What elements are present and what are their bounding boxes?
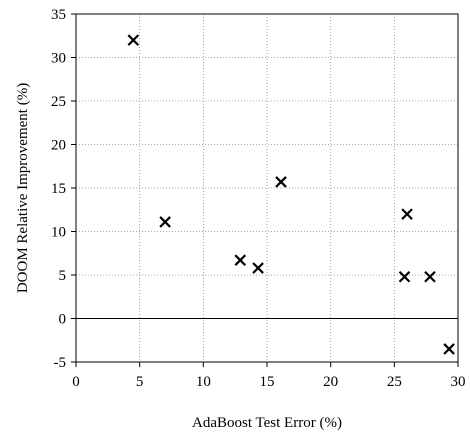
x-tick-label: 25 bbox=[387, 374, 402, 390]
data-point bbox=[252, 262, 264, 274]
x-tick-label: 5 bbox=[136, 374, 144, 390]
y-tick-label: 25 bbox=[51, 94, 66, 110]
data-point bbox=[398, 270, 411, 283]
data-point bbox=[401, 208, 413, 220]
data-point bbox=[159, 216, 171, 228]
y-tick-label: 10 bbox=[51, 225, 66, 241]
data-point bbox=[424, 270, 436, 283]
x-tick-label: 15 bbox=[260, 374, 275, 390]
y-tick-label: 15 bbox=[51, 181, 66, 197]
x-tick-label: 20 bbox=[323, 374, 338, 390]
y-axis-title: DOOM Relative Improvement (%) bbox=[15, 83, 31, 293]
x-tick-label: 10 bbox=[196, 374, 211, 390]
data-point bbox=[234, 254, 247, 266]
data-point bbox=[443, 343, 455, 355]
y-tick-label: 5 bbox=[59, 268, 67, 284]
y-tick-label: 30 bbox=[51, 51, 66, 67]
data-points bbox=[127, 34, 455, 355]
x-tick-label: 0 bbox=[72, 374, 80, 390]
data-point bbox=[127, 34, 140, 46]
grid bbox=[76, 14, 458, 362]
y-tick-label: -5 bbox=[54, 355, 67, 371]
y-tick-label: 35 bbox=[51, 7, 66, 23]
data-point bbox=[275, 176, 287, 188]
y-tick-label: 0 bbox=[59, 312, 67, 328]
x-axis-title: AdaBoost Test Error (%) bbox=[192, 415, 342, 431]
y-axis-ticks: -5 0 5 10 15 20 25 30 35 bbox=[51, 7, 76, 371]
x-axis-ticks: 0 5 10 15 20 25 30 bbox=[72, 362, 466, 390]
x-tick-label: 30 bbox=[451, 374, 466, 390]
y-tick-label: 20 bbox=[51, 138, 66, 154]
